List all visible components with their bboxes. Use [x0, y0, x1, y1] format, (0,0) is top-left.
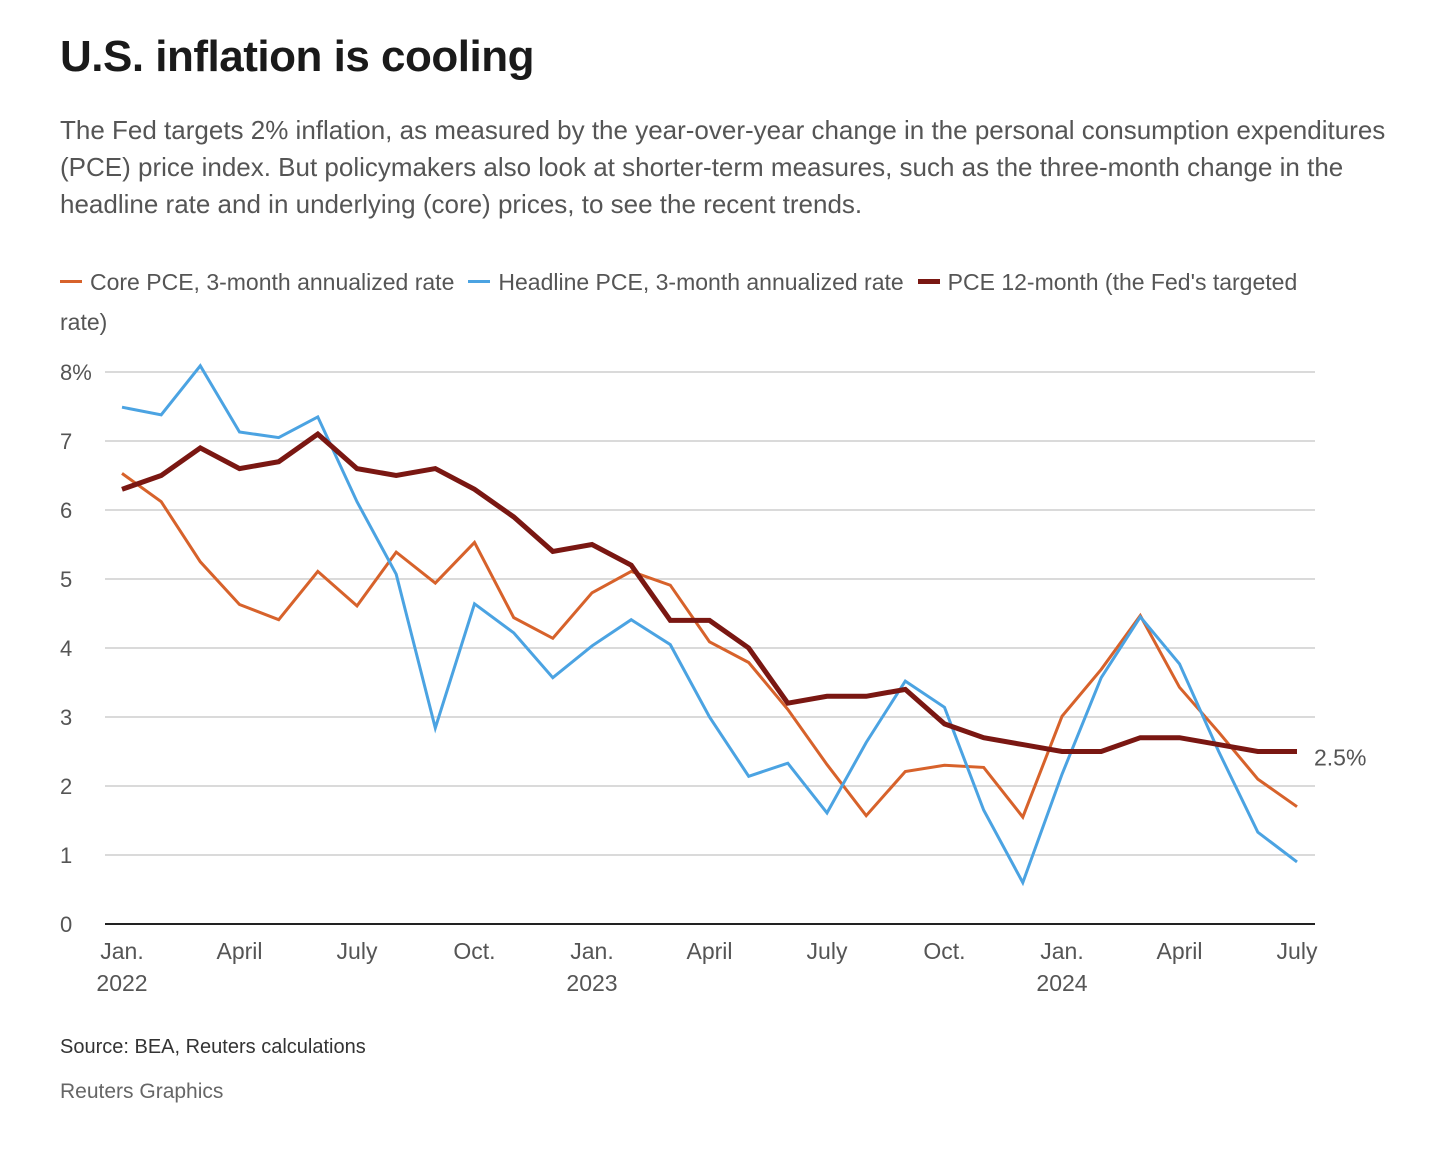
x-tick-label: Jan. [100, 938, 143, 964]
chart-legend: Core PCE, 3-month annualized rate Headlin… [60, 262, 1360, 342]
x-tick-year-label: 2024 [1036, 970, 1087, 996]
x-tick-labels: Jan. 2022 April July Oct. Jan. 2023 April July Oc… [96, 938, 1318, 996]
y-tick-label: 6 [60, 498, 72, 523]
legend-swatch [60, 280, 82, 284]
y-tick-label: 8% [60, 360, 92, 385]
legend-item: PCE 12-month (the Fed's targeted rate) [60, 269, 1297, 335]
source-note: Source: BEA, Reuters calculations [60, 1036, 366, 1058]
x-tick-label: Jan. [570, 938, 613, 964]
line-chart: 0 1 2 3 4 5 6 7 8% Jan. 2022 April July Oct. Jan. 2023… [60, 360, 1366, 996]
x-tick-label: April [216, 938, 262, 964]
y-tick-label: 1 [60, 843, 72, 868]
legend-item: Headline PCE, 3-month annualized rate [468, 269, 904, 295]
series-line-headline-pce-3-month-annualized-rate [121, 363, 1298, 887]
y-tick-label: 3 [60, 705, 72, 730]
legend-item: Core PCE, 3-month annualized rate [60, 269, 454, 295]
x-tick-label: Jan. [1040, 938, 1083, 964]
annotations: 2.5% [1314, 745, 1366, 771]
x-tick-label: July [1277, 938, 1318, 964]
series-line-pce-12-month-the-fed-s-targeted-rate [121, 430, 1297, 754]
x-tick-label: April [1156, 938, 1202, 964]
y-tick-label: 4 [60, 636, 72, 661]
y-tick-label: 5 [60, 567, 72, 592]
legend-swatch [468, 280, 491, 284]
series-line-core-pce-3-month-annualized-rate [121, 472, 1298, 821]
legend-swatch [917, 279, 940, 285]
legend-label: Core PCE, 3-month annualized rate [90, 269, 455, 295]
y-tick-labels: 0 1 2 3 4 5 6 7 8% [60, 360, 92, 937]
x-tick-year-label: 2023 [566, 970, 617, 996]
x-tick-year-label: 2022 [96, 970, 147, 996]
x-tick-label: July [807, 938, 848, 964]
legend-label: Headline PCE, 3-month annualized rate [498, 269, 904, 295]
y-tick-label: 7 [60, 429, 72, 454]
y-tick-label: 0 [60, 912, 72, 937]
chart-subtitle: The Fed targets 2% inflation, as measure… [60, 115, 1386, 219]
series-lines [121, 363, 1298, 887]
x-tick-label: April [686, 938, 732, 964]
legend-label: PCE 12-month (the Fed's targeted rate) [60, 269, 1298, 335]
x-tick-label: Oct. [453, 938, 495, 964]
chart-title: U.S. inflation is cooling [60, 32, 534, 81]
x-tick-label: July [337, 938, 378, 964]
x-tick-label: Oct. [923, 938, 965, 964]
y-tick-label: 2 [60, 774, 72, 799]
end-value-label: 2.5% [1314, 745, 1366, 771]
credit-note: Reuters Graphics [60, 1080, 224, 1103]
